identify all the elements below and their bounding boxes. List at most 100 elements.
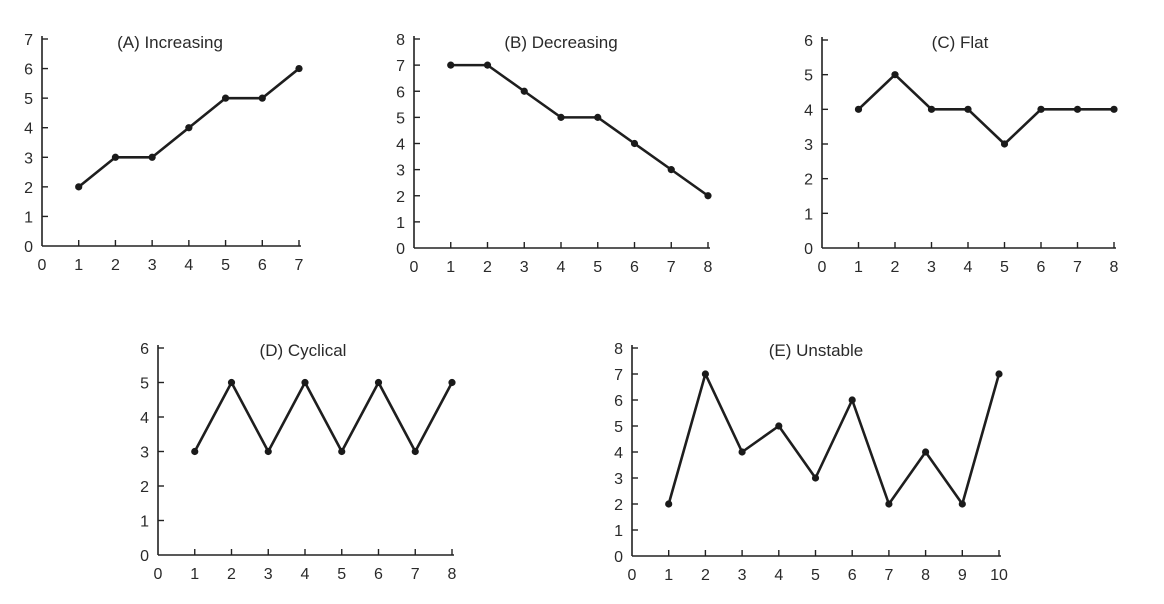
chart-e-data-point	[922, 448, 930, 456]
chart-d-series-line	[193, 381, 454, 453]
chart-d-data-point	[411, 447, 419, 456]
chart-e-data-point	[738, 448, 746, 456]
chart-e-x-tick-label: 0	[628, 567, 637, 584]
chart-d-x-tick-label: 8	[448, 566, 457, 583]
chart-b-y-tick-label: 2	[396, 189, 405, 206]
chart-e-y-tick-label: 5	[614, 419, 623, 436]
chart-a-x-tick-label: 0	[38, 257, 47, 274]
chart-e-y-tick-label: 4	[614, 445, 623, 462]
chart-c-data-point	[1110, 105, 1118, 113]
chart-d-data-point	[301, 378, 309, 387]
chart-c-y-tick-label: 6	[804, 33, 813, 50]
chart-d-data-point	[448, 378, 456, 387]
chart-d-x-tick-label: 1	[190, 566, 199, 583]
chart-e-x-tick-label: 6	[848, 567, 857, 584]
chart-b-y-tick-label: 5	[396, 110, 405, 127]
chart-c-series-line	[857, 73, 1116, 146]
chart-d-x-tick-label: 7	[411, 566, 420, 583]
chart-a-data-point	[221, 94, 230, 102]
chart-a-data-point	[148, 153, 156, 161]
chart-b-x-tick-label: 5	[593, 259, 602, 276]
chart-c-data-point	[1037, 105, 1045, 113]
chart-a-y-tick-label: 7	[24, 32, 33, 49]
chart-d-y-tick-label: 4	[140, 410, 149, 427]
chart-a-x-tick-label: 2	[111, 257, 120, 274]
chart-a-y-tick-label: 6	[24, 62, 33, 79]
chart-a-data-point	[185, 124, 193, 132]
chart-d-x-tick-label: 3	[264, 566, 273, 583]
chart-d-x-tick-label: 0	[154, 566, 163, 583]
chart-c-y-tick-label: 1	[804, 206, 813, 223]
chart-b-y-tick-label: 6	[396, 84, 405, 101]
chart-a-y-tick-label: 3	[24, 150, 33, 167]
chart-e-x-tick-label: 4	[774, 567, 783, 584]
chart-e-data-point	[775, 422, 783, 430]
chart-e-x-tick-label: 8	[921, 567, 930, 584]
chart-c-x-tick-label: 3	[927, 259, 936, 276]
chart-c: 0 1 2 3 4 5 6 7 8 0 1 2 3 4 5 6 (C) Flat	[804, 33, 1118, 276]
chart-b-y-tick-label: 1	[396, 215, 405, 232]
chart-d-y-tick-label: 0	[140, 548, 149, 565]
chart-e-series-line	[667, 372, 1001, 506]
chart-d-data-point	[264, 447, 272, 456]
chart-e-y-tick-label: 8	[614, 341, 623, 358]
chart-a-y-tick-label: 0	[24, 239, 33, 256]
chart-a-data-point	[258, 94, 266, 102]
chart-c-x-tick-label: 5	[1000, 259, 1009, 276]
chart-a-x-tick-label: 1	[74, 257, 83, 274]
chart-e-data-point	[811, 474, 820, 482]
chart-b: 0 1 2 3 4 5 6 7 8 0 1 2 3 4 5 6 7 8 (B) Decreasing	[396, 32, 712, 276]
chart-e-x-tick-label: 10	[990, 567, 1008, 584]
chart-e-y-tick-label: 6	[614, 393, 623, 410]
chart-c-x-tick-label: 2	[891, 259, 900, 276]
chart-e-data-point	[665, 500, 673, 508]
chart-c-title: (C) Flat	[932, 33, 989, 52]
chart-d-y-tick-label: 6	[140, 341, 149, 358]
chart-e-x-tick-label: 2	[701, 567, 710, 584]
chart-e: 0 1 2 3 4 5 6 7 8 9 10 0 1 2 3 4 5 6 7 8 (E) Unstable	[614, 341, 1008, 584]
chart-d-data-point	[227, 378, 236, 387]
chart-e-y-tick-label: 1	[614, 523, 623, 540]
chart-d-x-tick-label: 6	[374, 566, 383, 583]
chart-a: 0 1 2 3 4 5 6 7 0 1 2 3 4 5 6 7 (A) Increasing	[24, 32, 303, 274]
chart-e-x-tick-label: 3	[738, 567, 747, 584]
chart-b-data-point	[447, 61, 455, 69]
chart-c-y-tick-label: 4	[804, 102, 813, 119]
chart-c-x-tick-label: 7	[1073, 259, 1082, 276]
chart-b-y-tick-label: 8	[396, 32, 405, 49]
chart-a-x-tick-label: 6	[258, 257, 267, 274]
chart-d-x-tick-label: 5	[337, 566, 346, 583]
chart-c-x-tick-label: 0	[818, 259, 827, 276]
chart-c-data-point	[964, 105, 972, 113]
chart-a-y-tick-label: 5	[24, 91, 33, 108]
chart-b-title: (B) Decreasing	[504, 33, 617, 52]
chart-b-data-point	[630, 139, 639, 148]
chart-b-x-tick-label: 8	[704, 259, 713, 276]
chart-a-data-point	[75, 183, 83, 191]
chart-c-data-point	[854, 105, 863, 113]
chart-c-data-point	[891, 71, 899, 79]
chart-e-y-tick-label: 0	[614, 549, 623, 566]
chart-b-x-tick-label: 1	[446, 259, 455, 276]
chart-b-y-tick-label: 4	[396, 137, 405, 154]
chart-a-x-tick-label: 4	[184, 257, 193, 274]
chart-b-x-tick-label: 3	[520, 259, 529, 276]
chart-b-data-point	[704, 192, 712, 200]
chart-a-data-point	[111, 153, 120, 161]
chart-c-y-tick-label: 5	[804, 68, 813, 85]
chart-d-y-tick-label: 3	[140, 445, 149, 462]
chart-d-data-point	[374, 378, 383, 387]
chart-b-data-point	[594, 113, 602, 121]
chart-c-x-tick-label: 6	[1037, 259, 1046, 276]
chart-a-y-tick-label: 1	[24, 209, 33, 226]
chart-c-data-point	[1073, 105, 1082, 113]
chart-e-data-point	[848, 396, 856, 404]
chart-e-y-tick-label: 3	[614, 471, 623, 488]
chart-d-y-tick-label: 2	[140, 479, 149, 496]
chart-a-x-tick-label: 3	[148, 257, 157, 274]
chart-d-x-tick-label: 2	[227, 566, 236, 583]
chart-e-y-tick-label: 2	[614, 497, 623, 514]
chart-b-y-tick-label: 3	[396, 163, 405, 180]
chart-c-x-tick-label: 4	[964, 259, 973, 276]
